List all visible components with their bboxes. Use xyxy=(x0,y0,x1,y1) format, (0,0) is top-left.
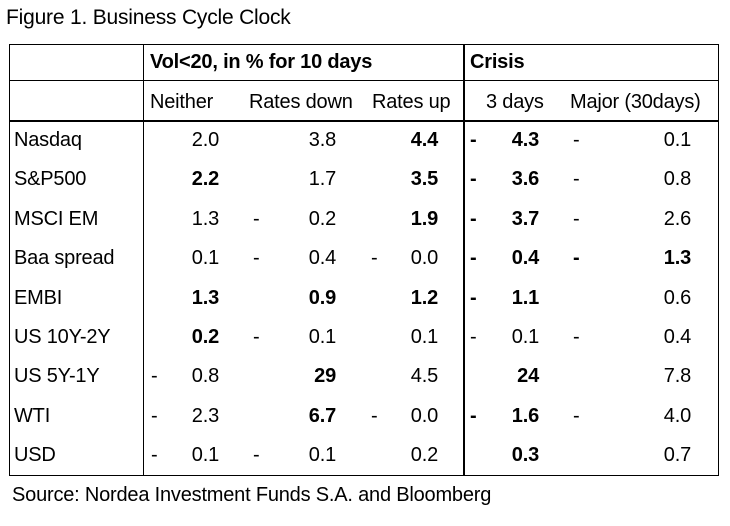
table-cell: 0.0 xyxy=(410,247,438,269)
table-cell: 0.1 xyxy=(191,444,219,466)
business-cycle-table: Vol<20, in % for 10 days Crisis Neither … xyxy=(9,44,719,476)
table-cell: 4.5 xyxy=(410,365,438,387)
group-header-vol: Vol<20, in % for 10 days xyxy=(150,51,373,73)
table-cell: 4.0 xyxy=(663,405,691,427)
table-cell: 0.4 xyxy=(511,247,539,269)
table-cell: 1.2 xyxy=(410,287,438,309)
table-cell: 0.1 xyxy=(308,326,336,348)
negative-sign: - xyxy=(470,129,477,151)
negative-sign: - xyxy=(371,405,378,427)
negative-sign: - xyxy=(470,247,477,269)
negative-sign: - xyxy=(470,287,477,309)
table-cell: 0.0 xyxy=(410,405,438,427)
negative-sign: - xyxy=(470,405,477,427)
table-cell: 0.8 xyxy=(663,168,691,190)
negative-sign: - xyxy=(573,168,580,190)
table-cell: 0.2 xyxy=(191,326,219,348)
row-label: Nasdaq xyxy=(14,129,82,151)
negative-sign: - xyxy=(151,405,158,427)
table-cell: 1.3 xyxy=(191,287,219,309)
table-top-border xyxy=(9,44,719,45)
table-cell: 0.2 xyxy=(308,208,336,230)
table-cell: 4.3 xyxy=(511,129,539,151)
table-cell: 1.6 xyxy=(511,405,539,427)
table-cell: 29 xyxy=(314,365,336,387)
table-cell: 0.1 xyxy=(511,326,539,348)
table-cell: 3.5 xyxy=(410,168,438,190)
table-cell: 0.1 xyxy=(308,444,336,466)
table-right-border xyxy=(718,44,719,476)
row-label: US 5Y-1Y xyxy=(14,365,100,387)
table-cell: 2.2 xyxy=(191,168,219,190)
table-cell: 3.6 xyxy=(511,168,539,190)
table-cell: 2.3 xyxy=(191,405,219,427)
table-cell: 0.8 xyxy=(191,365,219,387)
row-label: US 10Y-2Y xyxy=(14,326,111,348)
table-cell: 0.9 xyxy=(308,287,336,309)
negative-sign: - xyxy=(573,208,580,230)
negative-sign: - xyxy=(470,208,477,230)
row-label: Baa spread xyxy=(14,247,115,269)
table-cell: 0.2 xyxy=(410,444,438,466)
table-cell: 0.4 xyxy=(663,326,691,348)
table-cell: 0.6 xyxy=(663,287,691,309)
row-label: MSCI EM xyxy=(14,208,99,230)
table-cell: 1.1 xyxy=(511,287,539,309)
table-cell: 0.1 xyxy=(663,129,691,151)
table-cell: 3.7 xyxy=(511,208,539,230)
negative-sign: - xyxy=(151,365,158,387)
row-label: EMBI xyxy=(14,287,63,309)
table-bottom-border xyxy=(9,475,719,476)
table-cell: 0.3 xyxy=(511,444,539,466)
table-left-border xyxy=(9,44,10,476)
table-cell: 2.6 xyxy=(663,208,691,230)
column-header-neither: Neither xyxy=(150,91,214,113)
label-column-divider xyxy=(143,44,144,476)
column-header-rates-down: Rates down xyxy=(249,91,353,113)
table-cell: 1.3 xyxy=(663,247,691,269)
table-cell: 24 xyxy=(517,365,539,387)
group-header-divider xyxy=(9,80,719,81)
negative-sign: - xyxy=(371,247,378,269)
figure-title: Figure 1. Business Cycle Clock xyxy=(6,6,291,29)
column-header-3-days: 3 days xyxy=(486,91,544,113)
negative-sign: - xyxy=(253,208,260,230)
row-label: WTI xyxy=(14,405,51,427)
negative-sign: - xyxy=(573,326,580,348)
table-cell: 0.1 xyxy=(191,247,219,269)
negative-sign: - xyxy=(253,326,260,348)
negative-sign: - xyxy=(470,326,477,348)
negative-sign: - xyxy=(253,444,260,466)
table-cell: 1.9 xyxy=(410,208,438,230)
table-cell: 0.1 xyxy=(410,326,438,348)
row-label: USD xyxy=(14,444,56,466)
table-cell: 1.3 xyxy=(191,208,219,230)
negative-sign: - xyxy=(573,129,580,151)
header-bottom-border xyxy=(9,120,719,122)
table-cell: 1.7 xyxy=(308,168,336,190)
table-cell: 4.4 xyxy=(410,129,438,151)
group-header-crisis: Crisis xyxy=(470,51,525,73)
column-header-major-30days: Major (30days) xyxy=(570,91,701,113)
negative-sign: - xyxy=(573,247,580,269)
table-cell: 7.8 xyxy=(663,365,691,387)
crisis-divider xyxy=(463,44,465,476)
table-cell: 0.4 xyxy=(308,247,336,269)
source-note: Source: Nordea Investment Funds S.A. and… xyxy=(12,484,492,506)
negative-sign: - xyxy=(253,247,260,269)
negative-sign: - xyxy=(573,405,580,427)
table-cell: 6.7 xyxy=(308,405,336,427)
negative-sign: - xyxy=(470,168,477,190)
negative-sign: - xyxy=(151,444,158,466)
row-label: S&P500 xyxy=(14,168,87,190)
table-cell: 2.0 xyxy=(191,129,219,151)
table-cell: 0.7 xyxy=(663,444,691,466)
column-header-rates-up: Rates up xyxy=(372,91,451,113)
table-cell: 3.8 xyxy=(308,129,336,151)
